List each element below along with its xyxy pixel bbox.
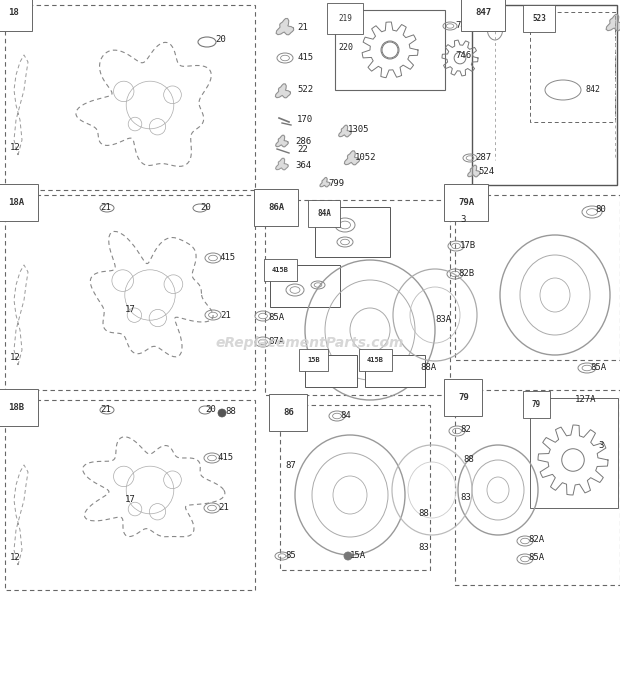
- Bar: [455, 390, 620, 585]
- Text: 1305: 1305: [348, 125, 370, 134]
- Text: 415B: 415B: [367, 357, 384, 363]
- Text: 86A: 86A: [268, 203, 284, 212]
- Text: 21: 21: [220, 310, 231, 319]
- Bar: [455, 195, 620, 360]
- Bar: [5, 400, 255, 590]
- Text: 842: 842: [585, 85, 600, 94]
- Text: 12: 12: [10, 143, 20, 152]
- Text: 170: 170: [297, 116, 313, 125]
- Text: 524: 524: [478, 168, 494, 177]
- Text: 15A: 15A: [350, 550, 366, 559]
- Text: 82A: 82A: [528, 536, 544, 545]
- Text: 85: 85: [285, 550, 296, 559]
- Polygon shape: [276, 19, 294, 35]
- Text: 88: 88: [463, 455, 474, 464]
- Text: 746: 746: [455, 51, 471, 60]
- Text: 287: 287: [475, 154, 491, 162]
- Polygon shape: [467, 165, 481, 177]
- Text: 88: 88: [225, 407, 236, 416]
- Text: 83A: 83A: [435, 315, 451, 324]
- Text: 415: 415: [220, 254, 236, 263]
- Text: 3: 3: [460, 216, 466, 225]
- Bar: [265, 200, 450, 395]
- Bar: [472, 5, 617, 185]
- Text: 12: 12: [10, 554, 20, 563]
- Text: 18: 18: [8, 8, 19, 17]
- Text: 85A: 85A: [590, 364, 606, 373]
- Text: 84A: 84A: [317, 209, 331, 218]
- Text: 18B: 18B: [8, 403, 24, 412]
- Text: 21: 21: [100, 405, 111, 414]
- Text: 523: 523: [532, 14, 546, 23]
- Text: 219: 219: [338, 10, 352, 19]
- Text: 20: 20: [215, 35, 226, 44]
- Bar: [315, 207, 390, 257]
- Polygon shape: [320, 177, 330, 187]
- Text: 17B: 17B: [460, 240, 476, 249]
- Polygon shape: [606, 15, 620, 30]
- Text: 21: 21: [218, 504, 229, 513]
- Bar: [280, 405, 430, 570]
- Text: 18A: 18A: [8, 198, 24, 207]
- Text: 82: 82: [460, 426, 471, 435]
- Text: eReplacementParts.com: eReplacementParts.com: [216, 336, 404, 350]
- Text: 21: 21: [297, 24, 308, 33]
- Text: 364: 364: [295, 161, 311, 170]
- Text: 847: 847: [475, 8, 491, 17]
- Text: 88: 88: [418, 509, 429, 518]
- Text: 220: 220: [338, 42, 353, 51]
- Text: 22: 22: [297, 146, 308, 155]
- Bar: [305, 355, 357, 387]
- Text: 87A: 87A: [268, 337, 284, 346]
- Text: 83: 83: [460, 493, 471, 502]
- Text: 17: 17: [125, 495, 136, 505]
- Bar: [5, 195, 255, 390]
- Text: 12: 12: [10, 353, 20, 362]
- Text: 80: 80: [595, 206, 606, 215]
- Bar: [530, 12, 615, 122]
- Text: 17: 17: [125, 306, 136, 315]
- Text: 286: 286: [295, 137, 311, 146]
- Text: 84: 84: [340, 410, 351, 419]
- Text: 3: 3: [598, 441, 603, 450]
- Text: 15B: 15B: [307, 357, 320, 363]
- Polygon shape: [344, 151, 360, 165]
- Text: 742: 742: [455, 21, 471, 30]
- Text: 20: 20: [200, 202, 211, 211]
- Polygon shape: [339, 125, 351, 137]
- Bar: [365, 355, 425, 387]
- Text: 82B: 82B: [458, 268, 474, 277]
- Text: 799: 799: [328, 179, 344, 188]
- Bar: [270, 265, 340, 307]
- Text: 415: 415: [297, 53, 313, 62]
- Text: 1052: 1052: [355, 154, 376, 162]
- Polygon shape: [276, 135, 288, 147]
- Text: 127A: 127A: [575, 396, 596, 405]
- Text: 219: 219: [338, 14, 352, 23]
- Circle shape: [344, 552, 352, 560]
- Text: 85A: 85A: [528, 554, 544, 563]
- Text: 79A: 79A: [458, 198, 474, 207]
- Text: 86: 86: [283, 408, 294, 417]
- Bar: [335, 10, 445, 90]
- Text: 88A: 88A: [420, 364, 436, 373]
- Text: 21: 21: [100, 202, 111, 211]
- Text: 83: 83: [418, 543, 429, 552]
- Text: 522: 522: [297, 85, 313, 94]
- Text: 415B: 415B: [272, 267, 289, 273]
- Text: 85A: 85A: [268, 313, 284, 322]
- Text: 415: 415: [218, 453, 234, 462]
- Polygon shape: [276, 158, 288, 170]
- Circle shape: [218, 409, 226, 417]
- Text: 20: 20: [205, 405, 216, 414]
- Polygon shape: [275, 84, 291, 98]
- Text: 79: 79: [458, 393, 469, 402]
- Bar: [5, 5, 255, 190]
- Text: 87: 87: [285, 461, 296, 469]
- Bar: [530, 398, 618, 508]
- Text: 79: 79: [532, 400, 541, 409]
